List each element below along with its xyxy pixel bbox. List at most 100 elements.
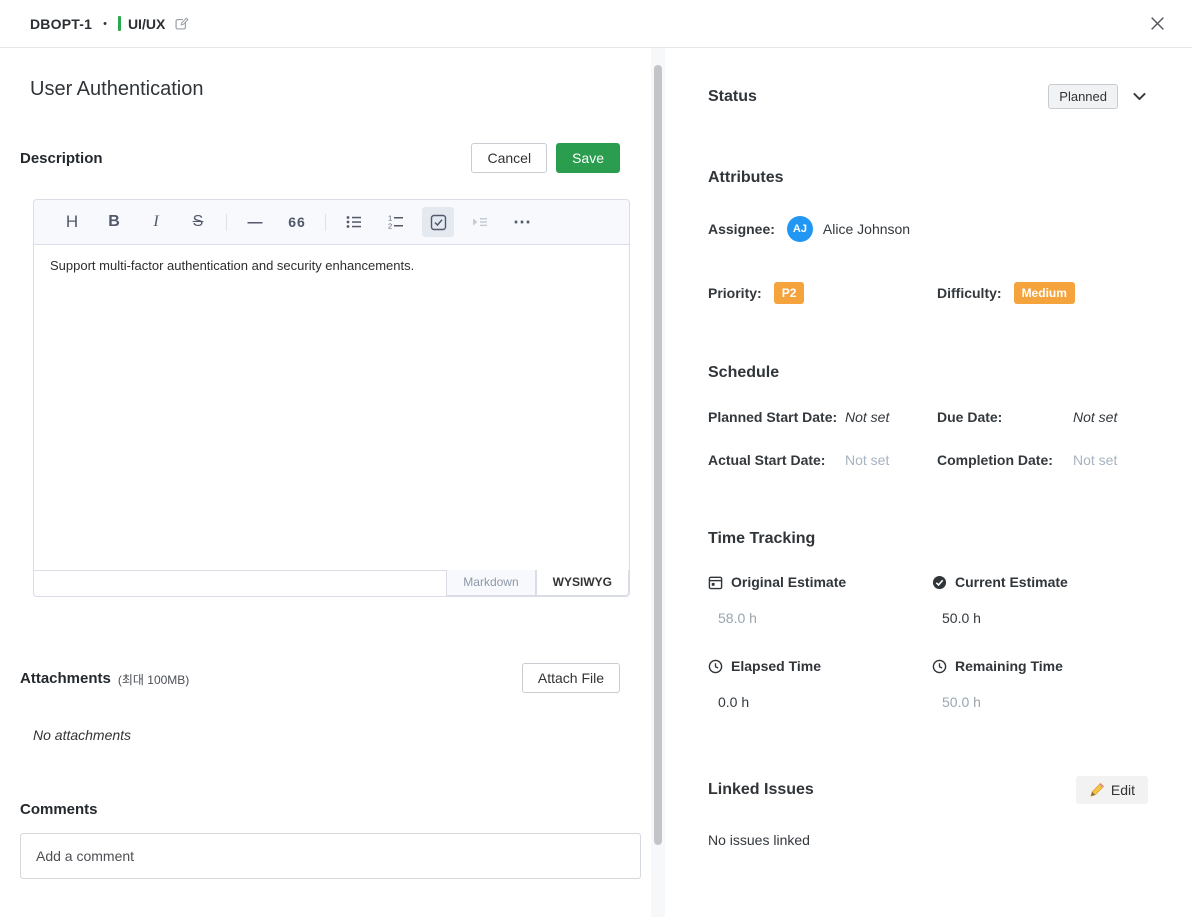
issue-main-panel: User Authentication Description Cancel S…: [0, 48, 668, 917]
status-value-chip[interactable]: Planned: [1048, 84, 1118, 109]
linked-issues-header-row: Linked Issues Edit: [708, 776, 1148, 804]
separator-dot: •: [103, 17, 107, 30]
attributes-heading: Attributes: [708, 169, 784, 186]
italic-button[interactable]: I: [140, 207, 172, 237]
schedule-row: Planned Start Date: Not set Due Date: No…: [708, 409, 1148, 425]
priority-badge: P2: [773, 282, 805, 304]
calendar-icon: [708, 576, 723, 589]
completion-date-value: Not set: [1073, 452, 1118, 468]
comment-input[interactable]: [20, 833, 641, 879]
completion-date-field: Completion Date: Not set: [937, 452, 1117, 468]
clock-icon: [708, 659, 723, 673]
attach-file-button[interactable]: Attach File: [521, 663, 620, 693]
due-date-value: Not set: [1073, 409, 1118, 425]
description-header-row: Description Cancel Save: [20, 143, 620, 173]
remaining-time-label: Remaining Time: [955, 658, 1063, 674]
completion-date-label: Completion Date:: [937, 452, 1053, 468]
current-estimate-field: Current Estimate 50.0 h: [932, 574, 1148, 626]
svg-text:2: 2: [388, 222, 392, 231]
actual-start-date-field: Actual Start Date: Not set: [708, 452, 937, 468]
toolbar-divider: [226, 213, 227, 231]
chevron-down-icon[interactable]: [1131, 88, 1148, 105]
left-panel-scrollbar[interactable]: [651, 48, 665, 917]
close-icon: [1151, 17, 1164, 30]
time-tracking-grid: Original Estimate 58.0 h Current Estimat…: [708, 574, 1148, 742]
planned-start-date-field: Planned Start Date: Not set: [708, 409, 937, 425]
assignee-row: Assignee: AJ Alice Johnson: [708, 216, 1148, 242]
editor-text: Support multi-factor authentication and …: [50, 258, 415, 273]
status-heading: Status: [708, 87, 757, 105]
current-estimate-label: Current Estimate: [955, 574, 1068, 590]
time-tracking-heading: Time Tracking: [708, 530, 816, 547]
schedule-heading: Schedule: [708, 364, 780, 381]
original-estimate-label: Original Estimate: [731, 574, 847, 590]
attachments-header-row: Attachments (최대 100MB) Attach File: [20, 663, 620, 693]
save-button[interactable]: Save: [556, 143, 620, 173]
original-estimate-field: Original Estimate 58.0 h: [708, 574, 932, 626]
priority-field: Priority: P2: [708, 282, 937, 304]
description-editor: H B I S — 66: [33, 199, 630, 597]
bullet-list-icon: [346, 216, 361, 228]
editor-content-area[interactable]: Support multi-factor authentication and …: [34, 245, 629, 570]
description-actions: Cancel Save: [471, 143, 620, 173]
edit-linked-issues-button[interactable]: Edit: [1075, 776, 1148, 804]
assignee-label: Assignee:: [708, 221, 775, 237]
due-date-label: Due Date:: [937, 409, 1003, 425]
close-button[interactable]: [1145, 11, 1170, 36]
description-heading: Description: [20, 149, 103, 167]
assignee-name: Alice Johnson: [822, 221, 911, 237]
modal-header: DBOPT-1 • UI/UX: [0, 0, 1192, 48]
scrollbar-thumb[interactable]: [654, 65, 662, 845]
issue-key: DBOPT-1: [30, 15, 93, 32]
cancel-button[interactable]: Cancel: [471, 143, 548, 173]
heading-button[interactable]: H: [56, 207, 88, 237]
markdown-tab[interactable]: Markdown: [446, 570, 536, 596]
elapsed-time-label: Elapsed Time: [731, 658, 822, 674]
editor-toolbar: H B I S — 66: [34, 200, 629, 245]
bullet-list-button[interactable]: [338, 207, 370, 237]
original-estimate-value: 58.0 h: [718, 610, 757, 626]
schedule-row: Actual Start Date: Not set Completion Da…: [708, 452, 1148, 468]
assignee-avatar: AJ: [786, 216, 813, 242]
due-date-field: Due Date: Not set: [937, 409, 1117, 425]
comments-heading: Comments: [20, 801, 98, 818]
indent-button[interactable]: [464, 207, 496, 237]
attachments-heading: Attachments: [20, 669, 111, 687]
no-attachments-text: No attachments: [33, 727, 132, 743]
toolbar-divider: [325, 213, 326, 231]
bold-button[interactable]: B: [98, 207, 130, 237]
status-dropdown[interactable]: Planned: [1048, 84, 1148, 109]
issue-title: User Authentication: [30, 78, 204, 100]
category-label: UI/UX: [127, 15, 166, 32]
blockquote-button[interactable]: 66: [281, 207, 313, 237]
strikethrough-button[interactable]: S: [182, 207, 214, 237]
elapsed-time-field: Elapsed Time 0.0 h: [708, 658, 932, 710]
category-color-bar: [117, 16, 121, 31]
difficulty-label: Difficulty:: [937, 285, 1002, 301]
difficulty-field: Difficulty: Medium: [937, 282, 1075, 304]
wysiwyg-tab[interactable]: WYSIWYG: [535, 570, 629, 596]
elapsed-time-value: 0.0 h: [718, 694, 750, 710]
ordered-list-button[interactable]: 1 2: [380, 207, 412, 237]
planned-start-date-label: Planned Start Date:: [708, 409, 838, 425]
task-list-button[interactable]: [422, 207, 454, 237]
check-circle-icon: [932, 575, 947, 589]
planned-start-date-value: Not set: [845, 409, 890, 425]
more-tools-button[interactable]: ⋯: [506, 207, 538, 237]
no-linked-issues-text: No issues linked: [708, 832, 810, 848]
remaining-time-value: 50.0 h: [942, 694, 981, 710]
indent-icon: [473, 218, 487, 227]
edit-category-icon[interactable]: [174, 16, 189, 31]
svg-text:1: 1: [388, 214, 392, 223]
editor-mode-switch: Markdown WYSIWYG: [34, 570, 629, 596]
pencil-icon: [1090, 782, 1104, 797]
ordered-list-icon: 1 2: [388, 214, 403, 231]
remaining-time-field: Remaining Time 50.0 h: [932, 658, 1148, 710]
linked-issues-heading: Linked Issues: [708, 781, 814, 798]
difficulty-badge: Medium: [1013, 282, 1075, 304]
status-row: Status Planned: [708, 84, 1148, 109]
horizontal-rule-button[interactable]: —: [239, 207, 271, 237]
priority-label: Priority:: [708, 285, 762, 301]
attachments-size-limit: (최대 100MB): [117, 672, 190, 687]
